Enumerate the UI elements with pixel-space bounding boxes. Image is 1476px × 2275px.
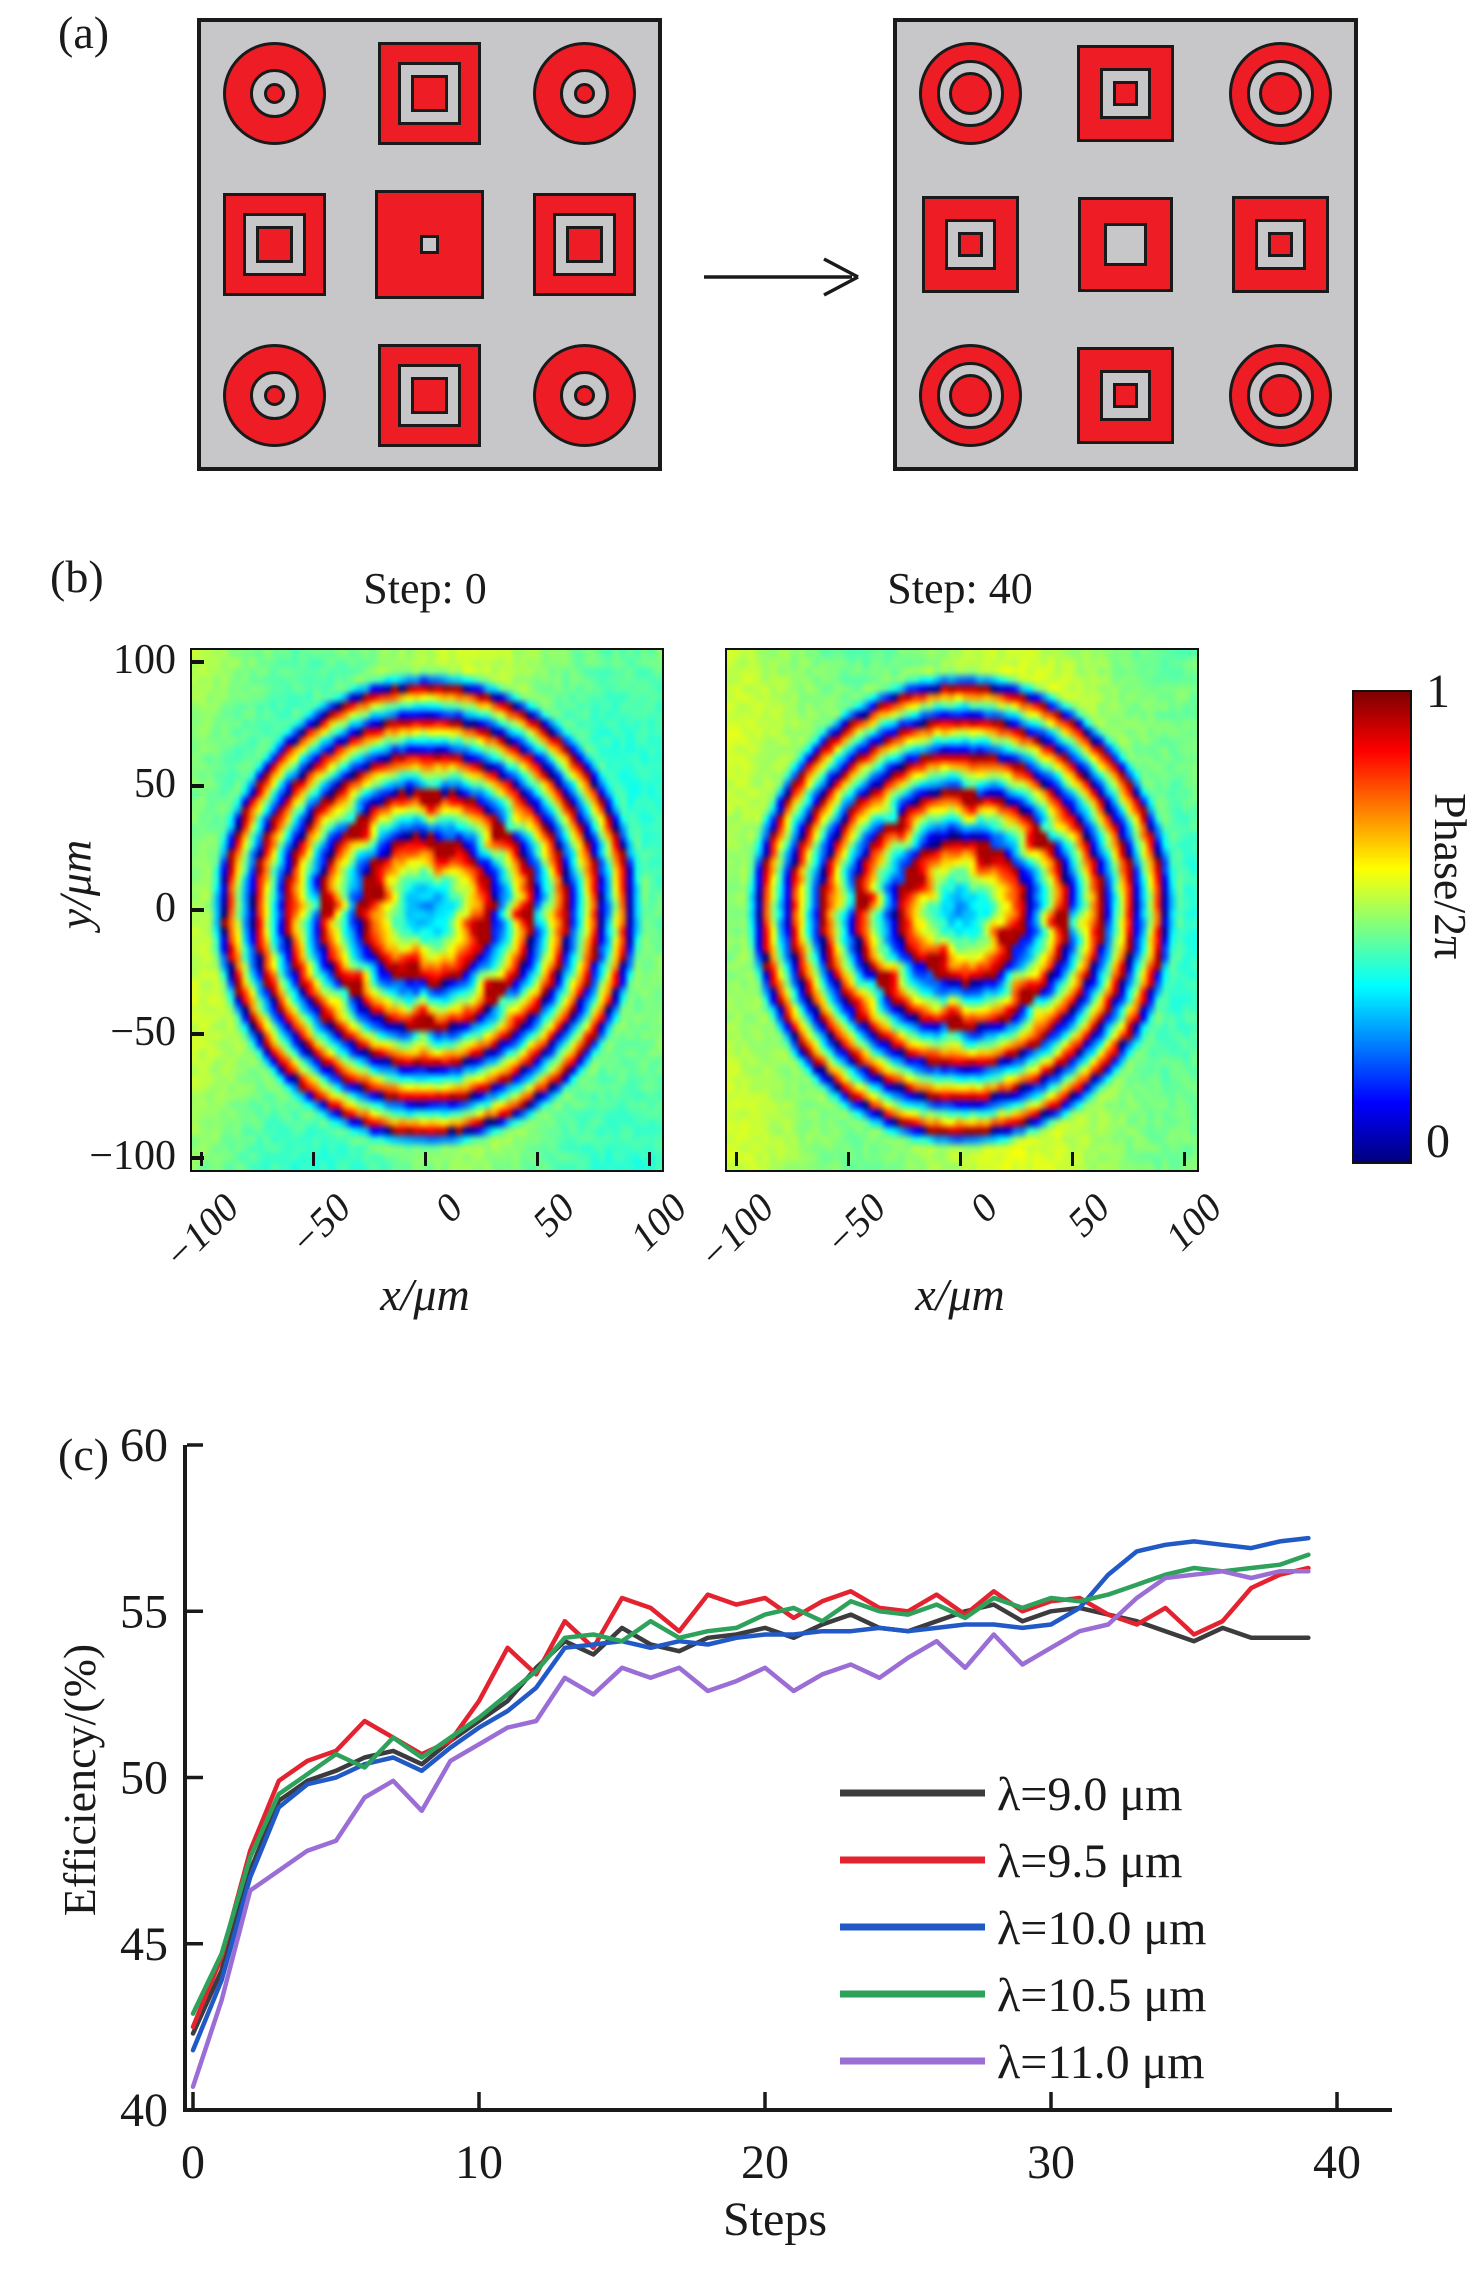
unit-cell-square_hole bbox=[1078, 197, 1173, 292]
heatmap-y-tick-mark bbox=[192, 784, 204, 788]
heatmap-x-tick-label: 0 bbox=[960, 1184, 1007, 1231]
heatmap-x-axis-label-right: x/μm bbox=[915, 1269, 1005, 1320]
unit-cell-circle_thick bbox=[919, 42, 1022, 145]
heatmap-x-tick-mark bbox=[846, 1152, 850, 1166]
heatmap-x-tick-label: −50 bbox=[280, 1184, 360, 1264]
unit-cell-circle_dot bbox=[223, 344, 326, 447]
heatmap-y-tick-mark bbox=[192, 1156, 204, 1160]
heatmap-x-tick-label: 100 bbox=[621, 1184, 696, 1259]
colorbar-label: Phase/2π bbox=[1425, 793, 1476, 960]
panel-c-label: (c) bbox=[58, 1429, 110, 1480]
heatmap-x-tick-label: 0 bbox=[425, 1184, 472, 1231]
legend-label: λ=11.0 μm bbox=[997, 2036, 1205, 2089]
unit-cell-square_core bbox=[922, 196, 1019, 293]
unit-cell-circle_thick bbox=[1229, 344, 1332, 447]
efficiency-axis-label: Efficiency/(%) bbox=[54, 1644, 105, 1916]
heatmap-x-tick-label: −50 bbox=[815, 1184, 895, 1264]
colorbar-max-tick: 1 bbox=[1426, 665, 1450, 718]
series-line-11.0 bbox=[190, 1569, 1311, 2089]
unit-cell-square_frame bbox=[223, 193, 326, 296]
heatmap-x-tick-label: 100 bbox=[1156, 1184, 1231, 1259]
unit-cell-circle_dot bbox=[533, 344, 636, 447]
unit-cell-circle_dot bbox=[533, 42, 636, 145]
legend-label: λ=10.0 μm bbox=[997, 1902, 1206, 1955]
colorbar-min-tick: 0 bbox=[1426, 1115, 1450, 1168]
arrow-icon bbox=[704, 257, 859, 297]
y-tick-label: 45 bbox=[120, 1918, 168, 1971]
steps-axis-label: Steps bbox=[723, 2193, 827, 2246]
heatmap-y-tick-label: 100 bbox=[113, 637, 176, 683]
x-tick-label: 40 bbox=[1313, 2136, 1361, 2189]
heatmap-y-tick-label: 50 bbox=[134, 761, 176, 807]
efficiency-line-chart: 40 45 50 55 60 0 10 20 30 40 Efficiency/(%) Steps λ=… bbox=[54, 1419, 1392, 2246]
phase-heatmap-step0 bbox=[190, 648, 664, 1172]
heatmap-y-tick-label: −100 bbox=[89, 1133, 176, 1179]
heatmap-x-tick-label: −100 bbox=[689, 1184, 783, 1279]
heatmap-y-tick-mark bbox=[192, 1032, 204, 1036]
x-tick-label: 30 bbox=[1027, 2136, 1075, 2189]
heatmap-y-tick-mark bbox=[192, 908, 204, 912]
y-tick-label: 60 bbox=[120, 1419, 168, 1472]
heatmap-x-tick-mark bbox=[311, 1152, 315, 1166]
y-tick-label: 40 bbox=[120, 2084, 168, 2137]
unit-cell-square_core bbox=[1077, 45, 1174, 142]
x-tick-label: 20 bbox=[741, 2136, 789, 2189]
unit-cell-circle_thick bbox=[919, 344, 1022, 447]
series-line-10.5 bbox=[190, 1552, 1311, 2016]
unit-cell-square_frame bbox=[533, 193, 636, 296]
heatmap-x-tick-mark bbox=[1182, 1152, 1186, 1166]
heatmap-x-tick-label: 50 bbox=[523, 1184, 584, 1245]
heatmap-x-tick-label: −100 bbox=[154, 1184, 248, 1279]
heatmap-x-tick-mark bbox=[1070, 1152, 1074, 1166]
legend-label: λ=10.5 μm bbox=[997, 1969, 1206, 2022]
x-tick-label: 10 bbox=[455, 2136, 503, 2189]
heatmap-x-axis-label-left: x/μm bbox=[380, 1269, 470, 1320]
unit-cell-square_solid_hole bbox=[375, 190, 484, 299]
series-line-10.0 bbox=[190, 1535, 1311, 2053]
phase-heatmap-step40 bbox=[725, 648, 1199, 1172]
y-tick-label: 50 bbox=[120, 1752, 168, 1805]
heatmap-x-tick-label: 50 bbox=[1058, 1184, 1119, 1245]
unit-cell-circle_dot bbox=[223, 42, 326, 145]
unit-cell-square_frame bbox=[378, 42, 481, 145]
heatmap-y-tick-label: 0 bbox=[155, 885, 176, 931]
panel-b-label: (b) bbox=[50, 551, 104, 602]
legend-label: λ=9.5 μm bbox=[997, 1835, 1182, 1888]
heatmap-title-step0: Step: 0 bbox=[363, 564, 487, 613]
panel-a-label: (a) bbox=[58, 7, 110, 58]
unit-cell-circle_thick bbox=[1229, 42, 1332, 145]
heatmap-x-tick-mark bbox=[958, 1152, 962, 1166]
heatmap-title-step40: Step: 40 bbox=[887, 564, 1033, 613]
heatmap-y-tick-label: −50 bbox=[110, 1009, 176, 1055]
x-tick-label: 0 bbox=[181, 2136, 205, 2189]
unit-cell-square_core bbox=[1077, 347, 1174, 444]
unit-cell-grid-initial bbox=[197, 18, 662, 471]
heatmap-x-tick-mark bbox=[647, 1152, 651, 1166]
y-tick-label: 55 bbox=[120, 1585, 168, 1638]
legend-label: λ=9.0 μm bbox=[997, 1768, 1182, 1821]
colorbar bbox=[1352, 690, 1412, 1164]
unit-cell-grid-optimized bbox=[893, 18, 1358, 471]
heatmap-y-tick-mark bbox=[192, 660, 204, 664]
heatmap-x-tick-mark bbox=[423, 1152, 427, 1166]
unit-cell-square_core bbox=[1232, 196, 1329, 293]
unit-cell-square_frame bbox=[378, 344, 481, 447]
series-line-9.5 bbox=[190, 1565, 1311, 2030]
heatmap-x-tick-mark bbox=[199, 1152, 203, 1166]
heatmap-x-tick-mark bbox=[535, 1152, 539, 1166]
heatmap-x-tick-mark bbox=[734, 1152, 738, 1166]
